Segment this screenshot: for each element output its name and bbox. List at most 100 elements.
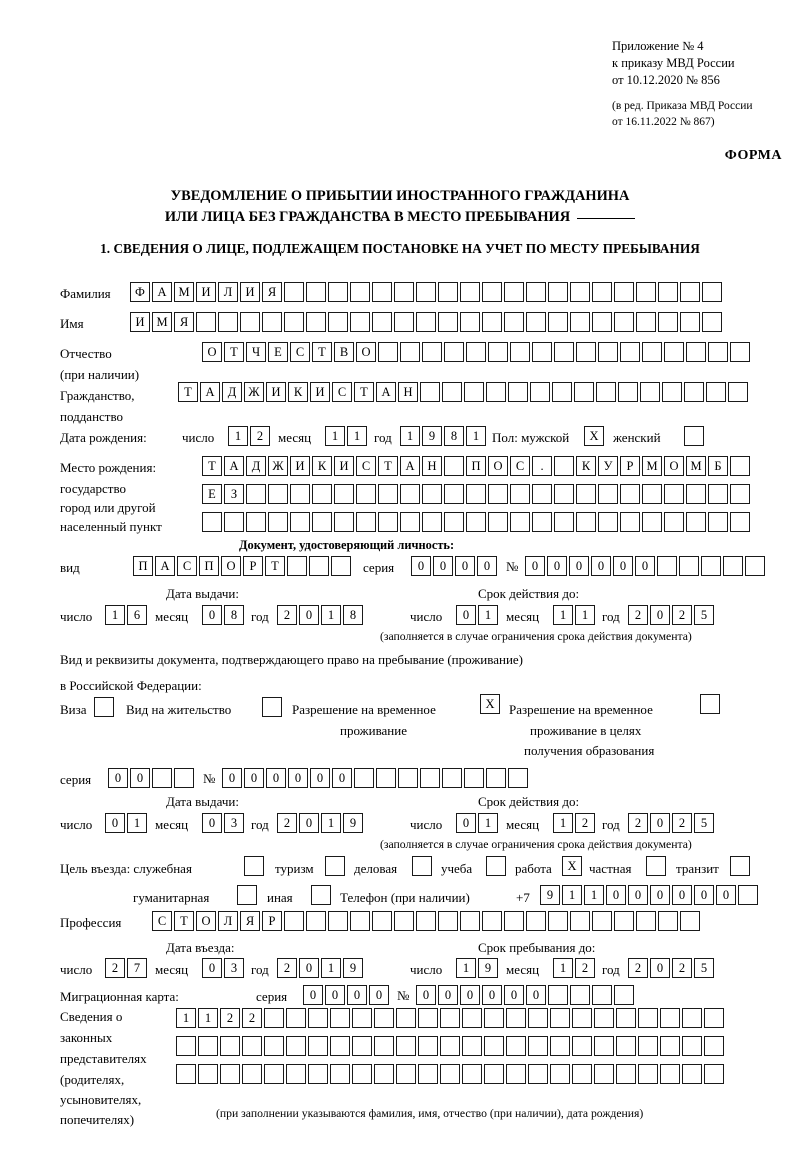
char-cell[interactable]: 0: [650, 958, 670, 978]
char-cell[interactable]: С: [510, 456, 530, 476]
char-cell[interactable]: [462, 1064, 482, 1084]
char-cell[interactable]: 1: [105, 605, 125, 625]
char-cell[interactable]: [482, 282, 502, 302]
char-cell[interactable]: [730, 484, 750, 504]
char-cell[interactable]: Ч: [246, 342, 266, 362]
char-cell[interactable]: О: [196, 911, 216, 931]
char-cell[interactable]: [508, 382, 528, 402]
char-cell[interactable]: 2: [628, 605, 648, 625]
char-cell[interactable]: [416, 312, 436, 332]
char-cell[interactable]: 1: [553, 958, 573, 978]
char-cell[interactable]: [176, 1036, 196, 1056]
char-cell[interactable]: [548, 985, 568, 1005]
char-cell[interactable]: [378, 484, 398, 504]
char-cell[interactable]: [218, 312, 238, 332]
char-cell[interactable]: Я: [262, 282, 282, 302]
char-cell[interactable]: 9: [343, 958, 363, 978]
char-cell[interactable]: [290, 512, 310, 532]
char-cell[interactable]: 8: [224, 605, 244, 625]
char-cell[interactable]: Я: [174, 312, 194, 332]
char-cell[interactable]: И: [240, 282, 260, 302]
char-cell[interactable]: [484, 1008, 504, 1028]
char-cell[interactable]: А: [376, 382, 396, 402]
char-cell[interactable]: [686, 484, 706, 504]
char-cell[interactable]: [290, 484, 310, 504]
char-cell[interactable]: 0: [694, 885, 714, 905]
char-cell[interactable]: 0: [369, 985, 389, 1005]
char-cell[interactable]: 0: [222, 768, 242, 788]
char-cell[interactable]: [196, 312, 216, 332]
char-cell[interactable]: П: [133, 556, 153, 576]
char-cell[interactable]: О: [356, 342, 376, 362]
char-cell[interactable]: [510, 342, 530, 362]
char-cell[interactable]: Л: [218, 911, 238, 931]
char-cell[interactable]: [504, 282, 524, 302]
char-cell[interactable]: [482, 312, 502, 332]
char-cell[interactable]: [592, 985, 612, 1005]
char-cell[interactable]: [264, 1036, 284, 1056]
char-cell[interactable]: [488, 342, 508, 362]
char-cell[interactable]: [532, 342, 552, 362]
char-cell[interactable]: [331, 556, 351, 576]
char-cell[interactable]: [416, 282, 436, 302]
char-cell[interactable]: [508, 768, 528, 788]
char-cell[interactable]: [636, 282, 656, 302]
char-cell[interactable]: [660, 1064, 680, 1084]
sex-female-checkbox[interactable]: [684, 426, 704, 446]
char-cell[interactable]: 1: [347, 426, 367, 446]
char-cell[interactable]: [486, 768, 506, 788]
char-cell[interactable]: [420, 382, 440, 402]
char-cell[interactable]: [240, 312, 260, 332]
char-cell[interactable]: А: [224, 456, 244, 476]
sex-male-checkbox[interactable]: X: [584, 426, 604, 446]
char-cell[interactable]: [309, 556, 329, 576]
char-cell[interactable]: [730, 342, 750, 362]
char-cell[interactable]: 1: [325, 426, 345, 446]
char-cell[interactable]: [528, 1064, 548, 1084]
char-cell[interactable]: [372, 312, 392, 332]
char-cell[interactable]: [526, 312, 546, 332]
char-cell[interactable]: 0: [635, 556, 655, 576]
char-cell[interactable]: Т: [202, 456, 222, 476]
char-cell[interactable]: 1: [321, 958, 341, 978]
char-cell[interactable]: [198, 1036, 218, 1056]
char-cell[interactable]: [706, 382, 726, 402]
char-cell[interactable]: [438, 312, 458, 332]
char-cell[interactable]: [554, 456, 574, 476]
char-cell[interactable]: 2: [575, 813, 595, 833]
char-cell[interactable]: Р: [262, 911, 282, 931]
char-cell[interactable]: [614, 312, 634, 332]
char-cell[interactable]: Т: [178, 382, 198, 402]
char-cell[interactable]: [642, 342, 662, 362]
char-cell[interactable]: 0: [569, 556, 589, 576]
char-cell[interactable]: 7: [127, 958, 147, 978]
char-cell[interactable]: 2: [277, 958, 297, 978]
char-cell[interactable]: [444, 484, 464, 504]
char-cell[interactable]: [378, 342, 398, 362]
char-cell[interactable]: [682, 1008, 702, 1028]
char-cell[interactable]: 0: [332, 768, 352, 788]
char-cell[interactable]: [306, 911, 326, 931]
char-cell[interactable]: [570, 312, 590, 332]
char-cell[interactable]: [394, 312, 414, 332]
char-cell[interactable]: [620, 512, 640, 532]
char-cell[interactable]: [350, 282, 370, 302]
char-cell[interactable]: И: [310, 382, 330, 402]
char-cell[interactable]: [614, 911, 634, 931]
char-cell[interactable]: [576, 512, 596, 532]
char-cell[interactable]: 9: [478, 958, 498, 978]
char-cell[interactable]: [704, 1036, 724, 1056]
char-cell[interactable]: Т: [378, 456, 398, 476]
purpose-work-checkbox[interactable]: X: [562, 856, 582, 876]
temp-edu-checkbox[interactable]: [700, 694, 720, 714]
char-cell[interactable]: 0: [202, 958, 222, 978]
char-cell[interactable]: 9: [343, 813, 363, 833]
char-cell[interactable]: [308, 1036, 328, 1056]
